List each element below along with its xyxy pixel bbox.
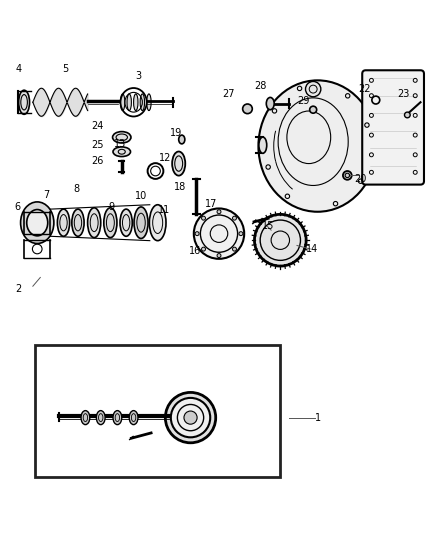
Ellipse shape — [305, 82, 321, 97]
Ellipse shape — [120, 209, 132, 236]
Text: 29: 29 — [297, 96, 309, 106]
Ellipse shape — [72, 209, 84, 236]
Text: 1: 1 — [314, 413, 321, 423]
Text: 25: 25 — [91, 140, 103, 150]
FancyBboxPatch shape — [362, 70, 424, 184]
Ellipse shape — [266, 98, 274, 110]
Ellipse shape — [57, 209, 70, 236]
Ellipse shape — [81, 410, 90, 425]
Ellipse shape — [129, 410, 138, 425]
Ellipse shape — [184, 411, 197, 424]
Ellipse shape — [343, 171, 352, 180]
Ellipse shape — [254, 214, 306, 266]
Ellipse shape — [127, 94, 131, 110]
Text: 6: 6 — [14, 203, 21, 212]
Text: 22: 22 — [358, 84, 371, 94]
Ellipse shape — [88, 208, 101, 238]
Text: 11: 11 — [158, 205, 170, 215]
Ellipse shape — [201, 216, 205, 220]
Text: 7: 7 — [43, 190, 49, 200]
Text: 10: 10 — [135, 190, 147, 200]
Ellipse shape — [21, 202, 54, 244]
Text: 3: 3 — [135, 71, 141, 81]
Ellipse shape — [18, 90, 30, 114]
Text: 27: 27 — [223, 90, 235, 99]
Text: 28: 28 — [254, 80, 267, 91]
Text: 24: 24 — [91, 122, 103, 131]
Ellipse shape — [140, 94, 145, 110]
Text: 13: 13 — [114, 139, 127, 149]
Ellipse shape — [258, 80, 377, 212]
Ellipse shape — [96, 410, 105, 425]
Text: 15: 15 — [262, 221, 274, 231]
Ellipse shape — [147, 94, 151, 110]
Text: 12: 12 — [159, 153, 172, 163]
Ellipse shape — [172, 151, 185, 175]
Text: 9: 9 — [109, 203, 115, 212]
Ellipse shape — [201, 247, 205, 251]
Text: 19: 19 — [170, 128, 182, 138]
Ellipse shape — [243, 104, 252, 114]
Ellipse shape — [134, 207, 148, 238]
Text: 20: 20 — [354, 174, 366, 184]
Text: 8: 8 — [74, 183, 80, 193]
Ellipse shape — [120, 94, 125, 110]
Ellipse shape — [194, 208, 244, 259]
Ellipse shape — [233, 216, 237, 220]
Text: 18: 18 — [174, 182, 187, 192]
Ellipse shape — [179, 135, 185, 144]
Text: 4: 4 — [15, 64, 21, 75]
Ellipse shape — [217, 254, 221, 257]
Ellipse shape — [195, 232, 199, 236]
Ellipse shape — [27, 209, 48, 236]
Text: 2: 2 — [15, 284, 21, 294]
Text: 5: 5 — [62, 64, 68, 75]
Ellipse shape — [113, 410, 122, 425]
Ellipse shape — [217, 210, 221, 214]
Bar — [35, 345, 280, 477]
Ellipse shape — [405, 112, 410, 118]
Ellipse shape — [233, 247, 237, 251]
Text: 14: 14 — [306, 244, 318, 254]
Ellipse shape — [171, 398, 210, 437]
Text: 26: 26 — [91, 156, 103, 166]
Ellipse shape — [104, 208, 117, 238]
Ellipse shape — [149, 205, 166, 241]
Text: 17: 17 — [205, 199, 218, 209]
Ellipse shape — [134, 94, 138, 110]
Ellipse shape — [113, 147, 131, 157]
Ellipse shape — [239, 232, 243, 236]
Ellipse shape — [310, 106, 317, 113]
Text: 23: 23 — [398, 90, 410, 99]
Text: 16: 16 — [189, 246, 201, 256]
Ellipse shape — [166, 392, 216, 443]
Ellipse shape — [113, 132, 131, 143]
Ellipse shape — [259, 137, 267, 154]
